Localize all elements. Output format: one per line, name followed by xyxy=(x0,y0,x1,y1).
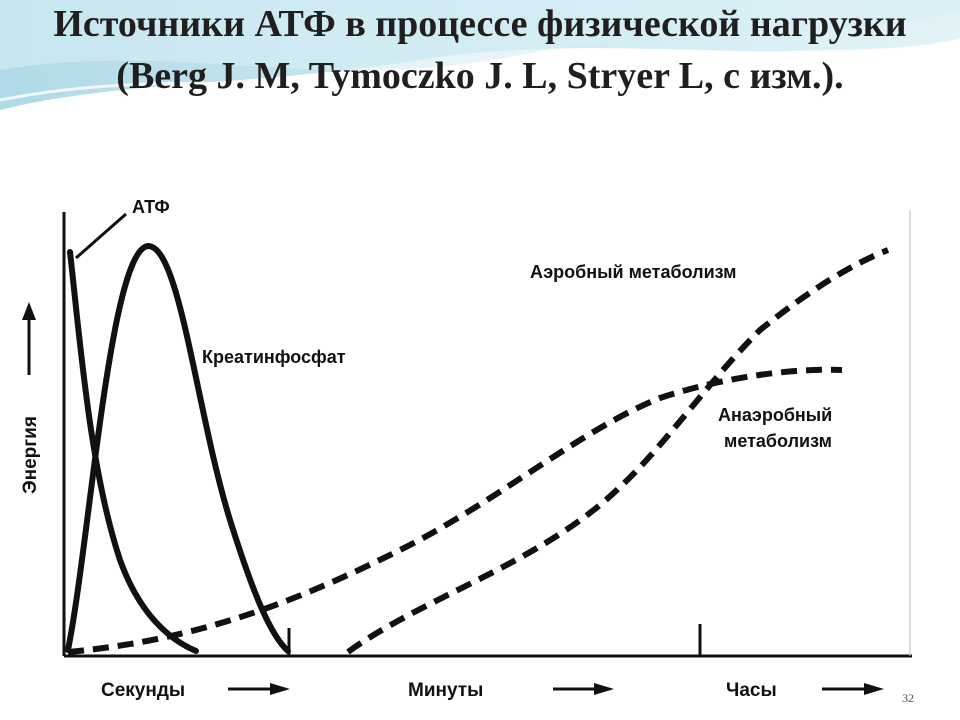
y-axis-arrow-head xyxy=(22,302,36,320)
hours-arrow-head xyxy=(864,683,884,695)
time-label-seconds: Секунды xyxy=(101,680,185,701)
creatine-phosphate-label: Креатинфосфат xyxy=(202,347,346,367)
time-label-hours: Часы xyxy=(726,680,777,701)
decorative-wave-top-2 xyxy=(0,0,960,71)
atp-label-leader xyxy=(75,212,127,260)
seconds-arrow-head xyxy=(270,683,290,695)
minutes-arrow-head xyxy=(594,683,614,695)
aerobic-metabolism-curve xyxy=(346,247,890,655)
decorative-wave-top-3 xyxy=(0,38,960,102)
aerobic-label: Аэробный метаболизм xyxy=(530,262,736,282)
time-label-minutes: Минуты xyxy=(408,680,483,701)
atp-curve xyxy=(67,249,199,654)
page-number: 32 xyxy=(902,691,914,705)
anaerobic-metabolism-curve xyxy=(67,366,843,655)
anaerobic-label-line1: Анаэробный xyxy=(718,405,832,425)
anaerobic-label-line2: метаболизм xyxy=(724,431,832,451)
atp-label: АТФ xyxy=(132,197,170,217)
creatine-phosphate-curve xyxy=(65,242,291,654)
y-axis-label: Энергия xyxy=(20,416,41,494)
slide-title: Источники АТФ в процессе физической нагр… xyxy=(53,3,907,97)
